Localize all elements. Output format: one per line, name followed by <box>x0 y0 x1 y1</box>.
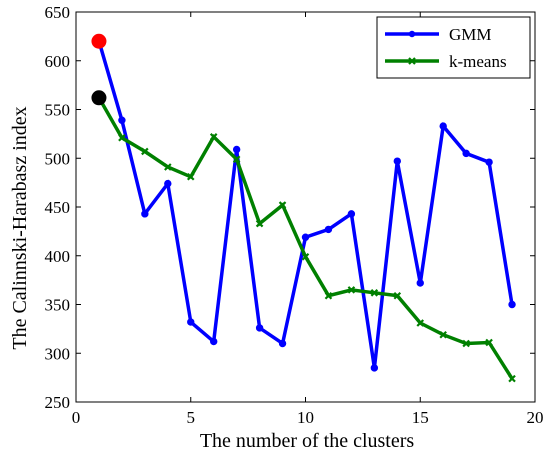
y-tick-label: 250 <box>45 393 71 412</box>
x-axis-label: The number of the clusters <box>200 430 415 452</box>
data-point-k-means <box>141 147 149 156</box>
data-point-k-means <box>439 330 447 339</box>
data-point-gmm <box>301 233 310 241</box>
highlight-point <box>91 33 107 49</box>
data-point-gmm <box>485 158 493 166</box>
data-point-gmm <box>370 364 379 372</box>
data-point-k-means <box>232 155 241 164</box>
data-point-k-means <box>301 252 310 261</box>
y-axis-label: The Calinnski-Harabasz index <box>9 106 31 349</box>
data-point-k-means <box>370 289 379 297</box>
data-point-k-means <box>462 339 470 348</box>
y-tick-label: 650 <box>45 3 71 22</box>
data-point-gmm <box>347 210 356 218</box>
data-point-k-means <box>393 291 402 300</box>
data-point-k-means <box>324 291 333 300</box>
data-point-gmm <box>232 145 241 154</box>
legend-marker-k-means <box>408 57 416 65</box>
y-tick-label: 550 <box>45 101 71 120</box>
y-tick-label: 500 <box>45 149 71 168</box>
data-point-gmm <box>324 225 333 234</box>
y-tick-label: 350 <box>45 296 71 315</box>
y-tick-label: 300 <box>45 344 71 363</box>
x-tick-label: 10 <box>297 408 314 427</box>
legend-marker-gmm <box>408 30 416 38</box>
legend-label-gmm: GMM <box>449 25 492 44</box>
data-point-k-means <box>118 133 126 142</box>
data-point-k-means <box>416 319 425 327</box>
data-point-k-means <box>186 172 195 181</box>
x-tick-label: 15 <box>412 408 429 427</box>
data-point-gmm <box>164 179 172 188</box>
y-tick-label: 600 <box>45 52 71 71</box>
series-line-gmm <box>97 40 514 369</box>
data-point-gmm <box>210 337 218 346</box>
data-point-k-means <box>508 374 516 383</box>
legend-box <box>376 16 531 79</box>
data-point-gmm <box>508 300 516 309</box>
data-point-k-means <box>164 163 172 171</box>
data-point-gmm <box>118 116 126 124</box>
data-point-gmm <box>141 210 149 218</box>
data-point-gmm <box>278 339 287 348</box>
data-point-k-means <box>255 219 264 228</box>
legend-label-k-means: k-means <box>449 52 507 71</box>
data-point-gmm <box>462 149 470 158</box>
data-point-gmm <box>255 324 264 332</box>
data-point-gmm <box>393 157 401 165</box>
data-point-gmm <box>187 318 195 326</box>
y-tick-label: 450 <box>45 198 71 217</box>
x-tick-label: 5 <box>187 408 196 427</box>
plot-area: 0 5 10 15 20 250 300 350 400 450 500 550 600 650 GMM k-… <box>45 3 544 427</box>
data-point-k-means <box>278 201 287 209</box>
data-point-gmm <box>439 122 447 130</box>
y-tick-label: 400 <box>45 247 71 266</box>
x-tick-label: 0 <box>72 408 81 427</box>
highlight-point <box>91 90 107 106</box>
data-point-gmm <box>416 279 424 287</box>
data-point-k-means <box>485 338 493 347</box>
data-point-k-means <box>347 286 356 294</box>
x-tick-label: 20 <box>527 408 544 427</box>
data-point-k-means <box>209 133 218 141</box>
